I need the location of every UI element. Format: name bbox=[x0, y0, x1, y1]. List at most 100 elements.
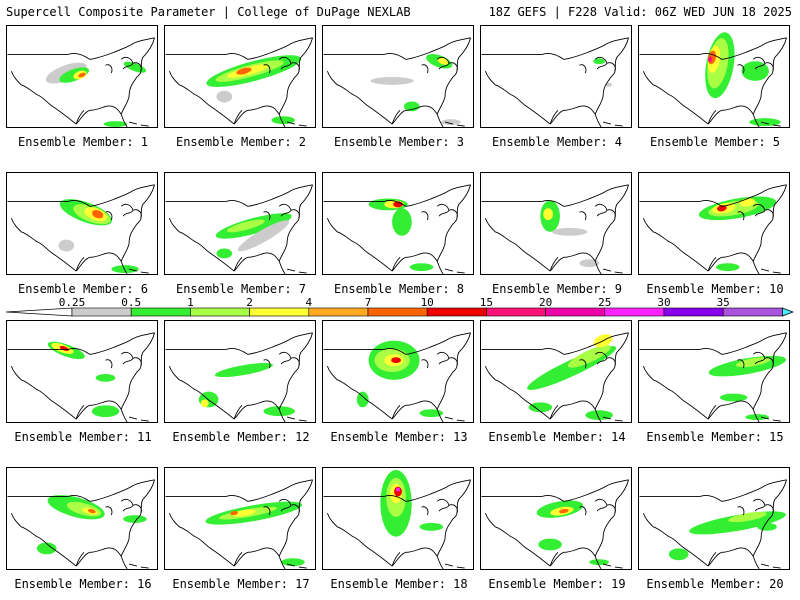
member-map bbox=[638, 172, 790, 275]
boundary-line bbox=[542, 347, 588, 355]
boundary-line bbox=[606, 209, 616, 219]
boundary-line bbox=[549, 252, 596, 272]
scp-field bbox=[205, 501, 305, 567]
boundary-line bbox=[594, 184, 629, 262]
boundary-line bbox=[707, 552, 717, 567]
basemap-outline bbox=[481, 37, 629, 127]
boundary-line bbox=[68, 494, 114, 502]
colorbar-tick-label: 20 bbox=[539, 296, 552, 309]
boundary-line bbox=[707, 105, 754, 125]
scp-field bbox=[198, 363, 295, 417]
boundary-line bbox=[549, 110, 559, 125]
ensemble-panel: Ensemble Member: 8 bbox=[322, 172, 476, 296]
boundary-line bbox=[436, 184, 471, 262]
scp-contour bbox=[606, 82, 612, 87]
boundary-line bbox=[752, 332, 787, 410]
boundary-line bbox=[484, 365, 551, 420]
colorbar-tick-label: 30 bbox=[657, 296, 670, 309]
boundary-line bbox=[752, 556, 760, 569]
scp-contour bbox=[528, 402, 553, 413]
boundary-line bbox=[760, 563, 781, 569]
boundary-line bbox=[752, 479, 787, 557]
boundary-line bbox=[391, 405, 401, 420]
boundary-line bbox=[226, 494, 272, 502]
member-label: Ensemble Member: 10 bbox=[646, 282, 784, 296]
boundary-line bbox=[737, 359, 745, 369]
boundary-line bbox=[233, 257, 243, 272]
boundary-line bbox=[484, 217, 551, 272]
basemap-outline bbox=[639, 37, 787, 127]
scp-field bbox=[215, 213, 292, 259]
scp-contour bbox=[226, 219, 265, 233]
member-map bbox=[638, 25, 790, 128]
boundary-line bbox=[579, 359, 587, 369]
boundary-line bbox=[745, 479, 787, 495]
member-map-svg bbox=[7, 479, 155, 569]
member-map bbox=[480, 25, 632, 128]
boundary-line bbox=[549, 105, 596, 125]
boundary-line bbox=[448, 209, 458, 219]
boundary-line bbox=[707, 257, 717, 272]
colorbar-segment bbox=[249, 307, 310, 317]
member-label: Ensemble Member: 3 bbox=[333, 135, 465, 149]
basemap-outline bbox=[639, 332, 787, 422]
boundary-line bbox=[436, 261, 444, 274]
boundary-line bbox=[594, 498, 608, 512]
scp-contour bbox=[538, 538, 562, 551]
colorbar-segment bbox=[308, 307, 369, 317]
boundary-line bbox=[286, 563, 307, 569]
boundary-line bbox=[326, 217, 393, 272]
ensemble-panel: Ensemble Member: 13 bbox=[322, 320, 476, 444]
boundary-line bbox=[384, 52, 430, 60]
colorbar-tick-label: 4 bbox=[305, 296, 312, 309]
member-map-svg bbox=[7, 37, 155, 127]
member-label: Ensemble Member: 14 bbox=[488, 430, 626, 444]
scp-field bbox=[705, 32, 781, 127]
boundary-line bbox=[707, 405, 717, 420]
boundary-line bbox=[642, 217, 709, 272]
boundary-line bbox=[745, 184, 787, 200]
boundary-line bbox=[579, 506, 587, 516]
colorbar-tick-label: 0.5 bbox=[121, 296, 141, 309]
boundary-line bbox=[444, 121, 465, 127]
member-map bbox=[638, 467, 790, 570]
boundary-line bbox=[436, 498, 450, 512]
member-map-svg bbox=[639, 184, 787, 274]
scp-contour bbox=[741, 61, 769, 81]
scp-contour bbox=[200, 399, 209, 408]
scp-contour bbox=[419, 522, 444, 531]
boundary-line bbox=[745, 37, 787, 53]
boundary-line bbox=[75, 547, 122, 567]
boundary-line bbox=[68, 199, 114, 207]
boundary-line bbox=[286, 416, 307, 422]
boundary-line bbox=[602, 563, 623, 569]
boundary-line bbox=[436, 409, 444, 422]
boundary-line bbox=[760, 268, 781, 274]
boundary-line bbox=[75, 105, 122, 125]
boundary-line bbox=[707, 110, 717, 125]
member-map-svg bbox=[481, 37, 629, 127]
boundary-line bbox=[263, 506, 271, 516]
boundary-line bbox=[764, 209, 774, 219]
member-map bbox=[322, 467, 474, 570]
run-info: 18Z GEFS | F228 Valid: 06Z WED JUN 18 20… bbox=[488, 5, 792, 19]
boundary-line bbox=[587, 37, 629, 53]
boundary-line bbox=[429, 37, 471, 53]
member-label: Ensemble Member: 7 bbox=[175, 282, 307, 296]
boundary-line bbox=[421, 359, 429, 369]
scp-contour bbox=[216, 248, 233, 259]
ensemble-panel: Ensemble Member: 6 bbox=[6, 172, 160, 296]
scp-field bbox=[356, 340, 444, 418]
scp-contour bbox=[589, 559, 609, 566]
ensemble-panel: Ensemble Member: 5 bbox=[638, 25, 792, 149]
boundary-line bbox=[429, 479, 471, 495]
boundary-line bbox=[484, 70, 551, 125]
scp-field bbox=[527, 334, 617, 421]
boundary-line bbox=[75, 252, 122, 272]
boundary-line bbox=[105, 359, 113, 369]
boundary-line bbox=[587, 332, 629, 348]
boundary-line bbox=[760, 416, 781, 422]
boundary-line bbox=[606, 504, 616, 514]
boundary-line bbox=[105, 211, 113, 221]
basemap-outline bbox=[323, 184, 471, 274]
